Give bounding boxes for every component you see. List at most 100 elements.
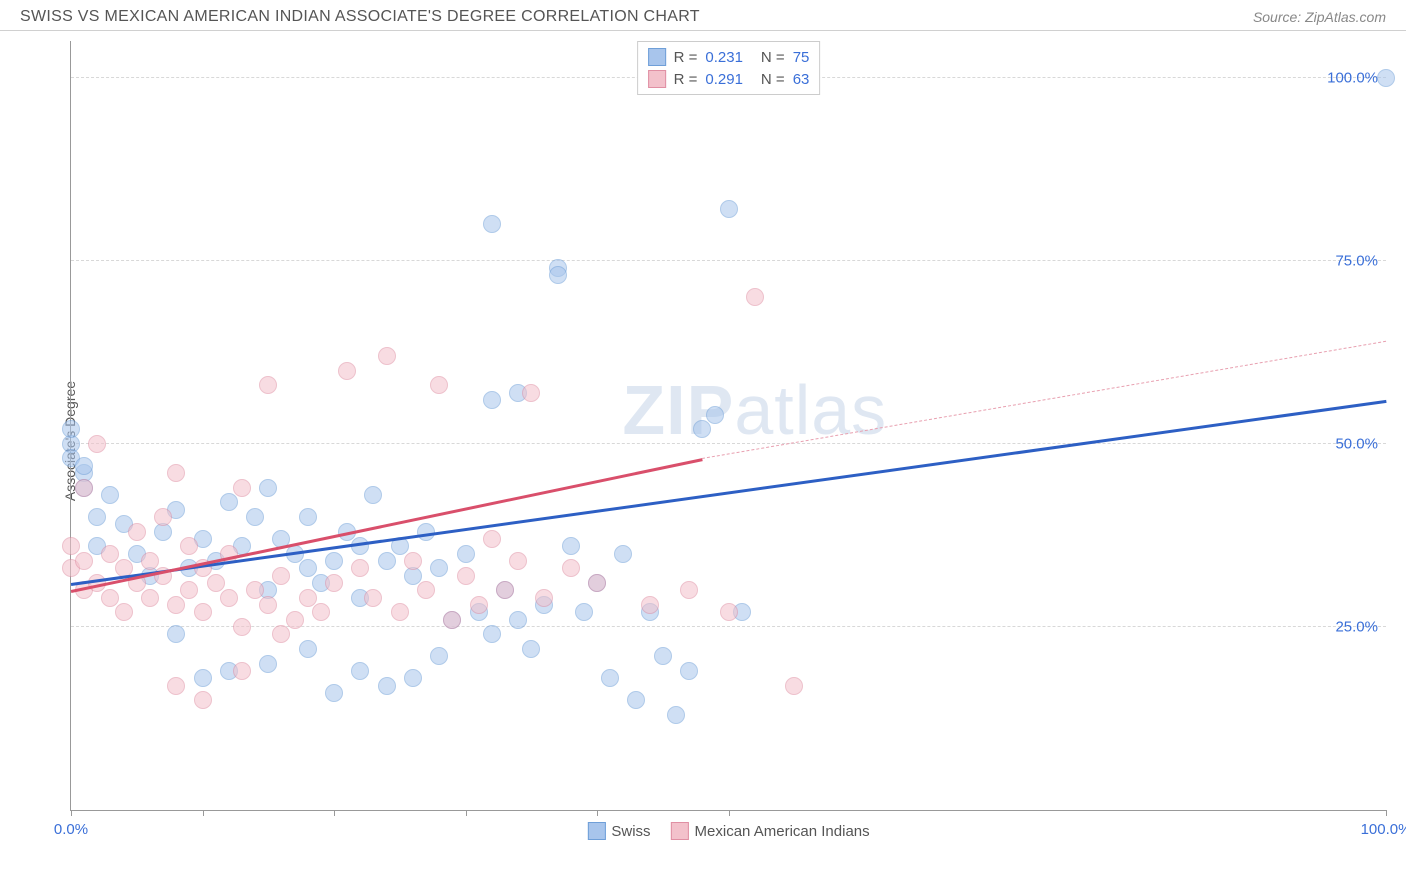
scatter-point (233, 618, 251, 636)
y-tick-label: 50.0% (1335, 435, 1378, 452)
scatter-point (391, 603, 409, 621)
scatter-point (194, 603, 212, 621)
scatter-point (522, 640, 540, 658)
x-tick-label: 0.0% (54, 821, 88, 838)
scatter-point (75, 552, 93, 570)
legend-swatch (671, 822, 689, 840)
scatter-point (351, 559, 369, 577)
r-value: 0.231 (705, 49, 743, 66)
scatter-point (351, 662, 369, 680)
x-tick (1386, 810, 1387, 816)
scatter-point (667, 706, 685, 724)
scatter-point (325, 552, 343, 570)
scatter-point (378, 677, 396, 695)
legend-stat-row: R =0.291N =63 (648, 68, 810, 90)
scatter-point (364, 486, 382, 504)
scatter-point (430, 647, 448, 665)
scatter-point (259, 479, 277, 497)
scatter-point (259, 376, 277, 394)
scatter-point (614, 545, 632, 563)
legend-swatch (587, 822, 605, 840)
x-tick (71, 810, 72, 816)
scatter-point (101, 545, 119, 563)
scatter-point (167, 596, 185, 614)
scatter-point (378, 552, 396, 570)
r-value: 0.291 (705, 71, 743, 88)
scatter-point (680, 581, 698, 599)
scatter-point (680, 662, 698, 680)
legend-stat-row: R =0.231N =75 (648, 46, 810, 68)
scatter-point (483, 625, 501, 643)
watermark-rest: atlas (734, 371, 887, 449)
scatter-point (299, 640, 317, 658)
scatter-plot: R =0.231N =75R =0.291N =63 ZIPatlas Swis… (70, 41, 1386, 811)
chart-source: Source: ZipAtlas.com (1253, 9, 1386, 25)
scatter-point (457, 567, 475, 585)
scatter-point (154, 508, 172, 526)
scatter-point (75, 457, 93, 475)
scatter-point (194, 691, 212, 709)
scatter-point (417, 581, 435, 599)
chart-title: SWISS VS MEXICAN AMERICAN INDIAN ASSOCIA… (20, 8, 700, 26)
scatter-point (299, 508, 317, 526)
scatter-point (509, 552, 527, 570)
scatter-point (220, 493, 238, 511)
x-tick (466, 810, 467, 816)
scatter-point (259, 655, 277, 673)
scatter-point (299, 589, 317, 607)
scatter-point (286, 611, 304, 629)
scatter-point (259, 596, 277, 614)
scatter-point (207, 574, 225, 592)
scatter-point (233, 479, 251, 497)
scatter-point (272, 625, 290, 643)
scatter-point (575, 603, 593, 621)
scatter-point (62, 420, 80, 438)
n-value: 75 (793, 49, 810, 66)
legend-stats: R =0.231N =75R =0.291N =63 (637, 41, 821, 95)
x-tick (729, 810, 730, 816)
watermark: ZIPatlas (622, 370, 887, 450)
scatter-point (641, 596, 659, 614)
scatter-point (246, 508, 264, 526)
scatter-point (404, 669, 422, 687)
scatter-point (312, 603, 330, 621)
scatter-point (167, 464, 185, 482)
gridline (71, 260, 1386, 261)
scatter-point (272, 567, 290, 585)
scatter-point (404, 552, 422, 570)
x-tick (597, 810, 598, 816)
scatter-point (562, 559, 580, 577)
n-value: 63 (793, 71, 810, 88)
gridline (71, 443, 1386, 444)
scatter-point (746, 288, 764, 306)
scatter-point (706, 406, 724, 424)
gridline (71, 626, 1386, 627)
scatter-point (246, 581, 264, 599)
legend-label: Mexican American Indians (695, 823, 870, 840)
scatter-point (483, 215, 501, 233)
scatter-point (693, 420, 711, 438)
scatter-point (430, 559, 448, 577)
scatter-point (562, 537, 580, 555)
x-tick (334, 810, 335, 816)
scatter-point (443, 611, 461, 629)
scatter-point (325, 684, 343, 702)
scatter-point (549, 266, 567, 284)
scatter-point (194, 669, 212, 687)
legend-label: Swiss (611, 823, 650, 840)
scatter-point (378, 347, 396, 365)
scatter-point (430, 376, 448, 394)
scatter-point (233, 662, 251, 680)
scatter-point (457, 545, 475, 563)
scatter-point (483, 391, 501, 409)
scatter-point (470, 596, 488, 614)
y-tick-label: 100.0% (1327, 69, 1378, 86)
legend-item: Mexican American Indians (671, 822, 870, 840)
scatter-point (1377, 69, 1395, 87)
scatter-point (220, 589, 238, 607)
n-label: N = (761, 49, 785, 66)
scatter-point (75, 479, 93, 497)
chart-header: SWISS VS MEXICAN AMERICAN INDIAN ASSOCIA… (0, 0, 1406, 31)
scatter-point (141, 589, 159, 607)
x-tick (203, 810, 204, 816)
